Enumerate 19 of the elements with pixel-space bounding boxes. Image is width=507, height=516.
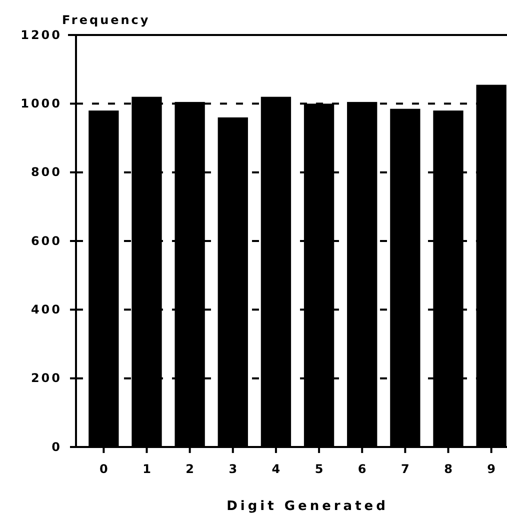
x-tick-label: 9 bbox=[487, 462, 496, 476]
x-tick-label: 6 bbox=[358, 462, 366, 476]
y-tick-label: 200 bbox=[30, 371, 62, 386]
y-tick-label: 1200 bbox=[20, 28, 62, 42]
y-tick-label: 0 bbox=[52, 440, 62, 454]
x-tick-label: 5 bbox=[314, 462, 324, 476]
y-tick-label: 1000 bbox=[20, 96, 62, 111]
x-tick-label: 4 bbox=[272, 462, 280, 476]
x-axis-title: Digit Generated bbox=[226, 499, 388, 514]
y-axis-title: Frequency bbox=[62, 13, 150, 27]
x-tick-label: 7 bbox=[400, 462, 410, 476]
x-tick-label: 2 bbox=[186, 462, 194, 476]
x-tick-label: 0 bbox=[100, 462, 108, 476]
y-tick-label: 400 bbox=[30, 302, 62, 317]
x-tick-label: 8 bbox=[444, 462, 452, 476]
y-tick-label: 600 bbox=[30, 234, 62, 248]
x-tick-label: 3 bbox=[228, 462, 238, 476]
y-tick-label: 800 bbox=[30, 165, 62, 180]
x-tick-label: 1 bbox=[142, 462, 151, 476]
